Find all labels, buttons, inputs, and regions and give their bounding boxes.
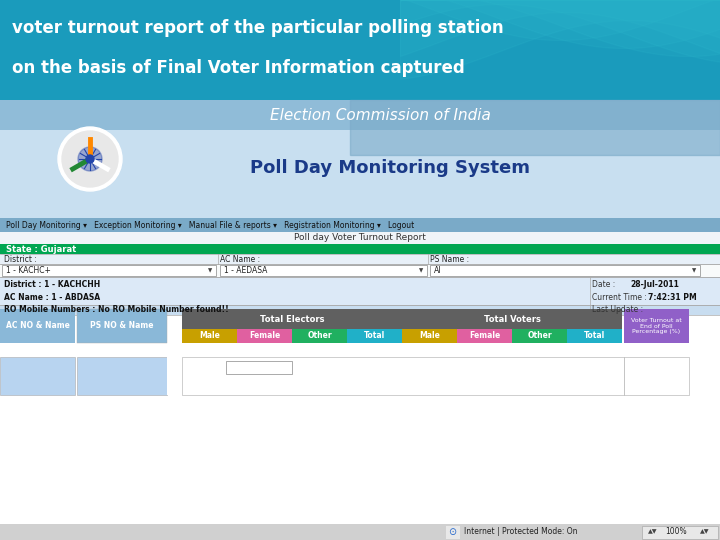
Text: Election Commission of India: Election Commission of India (269, 107, 490, 123)
Bar (182, 329, 237, 343)
Text: on the basis of Final Voter Information captured: on the basis of Final Voter Information … (12, 59, 464, 77)
Circle shape (62, 131, 118, 187)
Text: RO Mobile Numbers : No RO Mobile Number found!!: RO Mobile Numbers : No RO Mobile Number … (4, 306, 229, 314)
Text: AC Name : 1 - ABDASA: AC Name : 1 - ABDASA (4, 293, 100, 302)
Bar (182, 357, 624, 395)
Bar (0, 0, 720, 100)
Text: PS Name :: PS Name : (430, 254, 469, 264)
Bar (0, 218, 720, 232)
Text: Total Voters: Total Voters (484, 314, 541, 323)
Text: Current Time :: Current Time : (592, 293, 647, 302)
Text: Poll Day Monitoring ▾   Exception Monitoring ▾   Manual File & reports ▾   Regis: Poll Day Monitoring ▾ Exception Monitori… (6, 220, 414, 230)
Bar (0, 100, 720, 130)
Bar (0, 100, 720, 218)
Text: Other: Other (307, 332, 332, 341)
Bar (292, 329, 347, 343)
Text: Poll Day Monitoring System: Poll Day Monitoring System (250, 159, 530, 178)
Text: Internet | Protected Mode: On: Internet | Protected Mode: On (464, 528, 578, 537)
Text: District :: District : (4, 254, 37, 264)
Bar (220, 265, 427, 276)
Text: Date :: Date : (592, 280, 616, 289)
Bar (0, 309, 75, 343)
Bar (0, 395, 720, 524)
Text: ▼: ▼ (208, 268, 212, 273)
Bar (0, 264, 720, 277)
Bar (77, 309, 167, 343)
Text: Female: Female (249, 332, 280, 341)
Polygon shape (350, 100, 720, 155)
Bar (512, 329, 567, 343)
Bar (0, 232, 720, 244)
Text: Poll day Voter Turnout Report: Poll day Voter Turnout Report (294, 233, 426, 242)
Bar (457, 329, 512, 343)
Text: Voter Turnout at
End of Poll
Percentage (%): Voter Turnout at End of Poll Percentage … (631, 318, 682, 334)
Text: ⊙: ⊙ (449, 527, 456, 537)
Text: 7:42:31 PM: 7:42:31 PM (648, 293, 697, 302)
Bar (567, 329, 622, 343)
Bar (0, 254, 720, 264)
Text: Female: Female (469, 332, 500, 341)
Bar (167, 357, 182, 395)
Text: 100%: 100% (665, 528, 687, 537)
Bar (430, 265, 700, 276)
Bar (624, 357, 689, 395)
Text: AC NO & Name: AC NO & Name (6, 321, 69, 330)
Text: ▼: ▼ (692, 268, 696, 273)
Text: Total: Total (364, 332, 385, 341)
Bar (77, 357, 167, 395)
Text: AC Name :: AC Name : (220, 254, 260, 264)
Text: State : Gujarat: State : Gujarat (6, 245, 76, 253)
Bar (402, 329, 457, 343)
Bar (226, 361, 292, 374)
Bar (0, 315, 720, 323)
Bar (642, 526, 718, 539)
Bar (446, 526, 460, 539)
Bar (0, 244, 720, 254)
Bar (0, 357, 75, 395)
Text: Last Update :: Last Update : (592, 306, 643, 314)
Bar (0, 277, 720, 305)
Bar (347, 329, 402, 343)
Text: 28-Jul-2011: 28-Jul-2011 (630, 280, 679, 289)
Circle shape (86, 155, 94, 163)
Text: ▼: ▼ (419, 268, 423, 273)
Bar (0, 305, 720, 315)
Text: ▲▼: ▲▼ (700, 530, 709, 535)
Text: ▲▼: ▲▼ (648, 530, 657, 535)
Circle shape (58, 127, 122, 191)
Text: 1 - KACHC+: 1 - KACHC+ (6, 266, 51, 275)
Bar (402, 309, 622, 329)
Bar (2, 265, 216, 276)
Text: PS NO & Name: PS NO & Name (90, 321, 154, 330)
Bar (237, 329, 292, 343)
Text: 1 - AEDASA: 1 - AEDASA (224, 266, 267, 275)
Text: Total: Total (584, 332, 605, 341)
Bar (0, 524, 720, 540)
Text: Al: Al (434, 266, 441, 275)
Text: Other: Other (527, 332, 552, 341)
Text: Male: Male (419, 332, 440, 341)
Text: voter turnout report of the particular polling station: voter turnout report of the particular p… (12, 19, 503, 37)
Text: Total Electors: Total Electors (260, 314, 324, 323)
Circle shape (78, 147, 102, 171)
Bar (182, 309, 402, 329)
Text: Male: Male (199, 332, 220, 341)
Bar (624, 309, 689, 343)
Text: District : 1 - KACHCHH: District : 1 - KACHCHH (4, 280, 100, 289)
